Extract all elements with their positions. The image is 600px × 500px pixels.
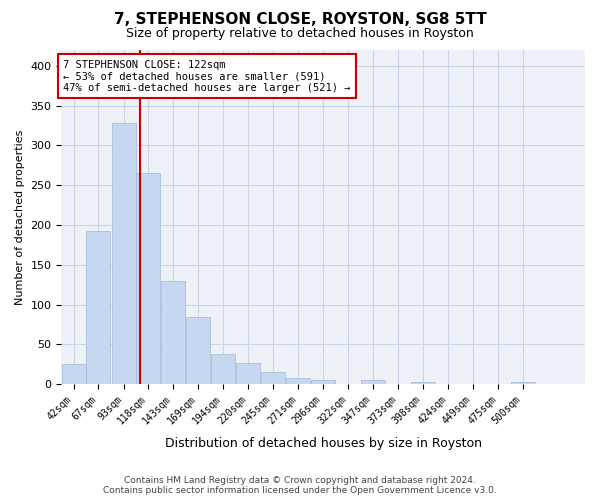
Bar xyxy=(361,380,385,384)
Bar xyxy=(511,382,535,384)
Bar xyxy=(311,380,335,384)
Text: Contains HM Land Registry data © Crown copyright and database right 2024.
Contai: Contains HM Land Registry data © Crown c… xyxy=(103,476,497,495)
Bar xyxy=(161,280,185,384)
Bar xyxy=(211,354,235,384)
Bar xyxy=(186,316,210,384)
Bar xyxy=(136,174,160,384)
X-axis label: Distribution of detached houses by size in Royston: Distribution of detached houses by size … xyxy=(165,437,482,450)
Bar xyxy=(411,382,435,384)
Text: 7 STEPHENSON CLOSE: 122sqm
← 53% of detached houses are smaller (591)
47% of sem: 7 STEPHENSON CLOSE: 122sqm ← 53% of deta… xyxy=(64,60,351,92)
Y-axis label: Number of detached properties: Number of detached properties xyxy=(15,130,25,305)
Bar xyxy=(286,378,310,384)
Bar xyxy=(236,362,260,384)
Bar xyxy=(112,123,136,384)
Bar xyxy=(86,230,110,384)
Text: 7, STEPHENSON CLOSE, ROYSTON, SG8 5TT: 7, STEPHENSON CLOSE, ROYSTON, SG8 5TT xyxy=(113,12,487,28)
Bar xyxy=(260,372,285,384)
Bar xyxy=(62,364,86,384)
Text: Size of property relative to detached houses in Royston: Size of property relative to detached ho… xyxy=(126,28,474,40)
